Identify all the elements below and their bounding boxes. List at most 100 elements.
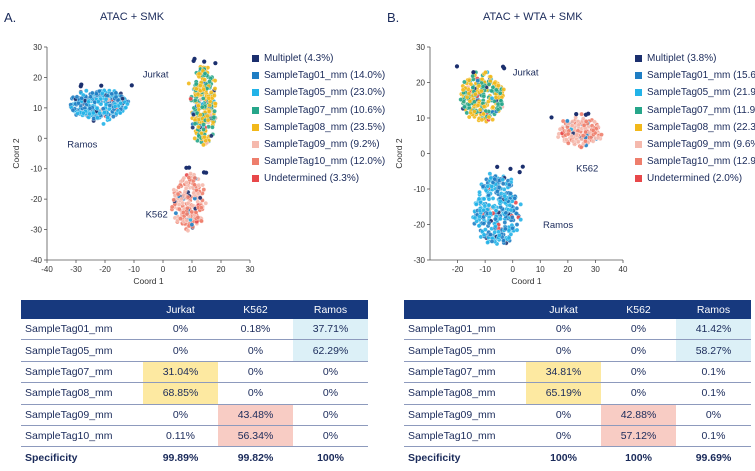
legend-item: SampleTag09_mm (9.6%) [635,136,755,153]
data-point [184,218,190,223]
legend-swatch [252,106,259,114]
data-point [109,91,115,97]
panel-label: B. [387,10,400,25]
data-point [87,111,92,117]
data-point [512,196,517,201]
legend-swatch [635,55,642,63]
table-cell: 0.1% [676,425,751,448]
cluster-label: Ramos [67,139,97,150]
data-point [185,228,191,233]
data-point [578,144,584,150]
data-point [489,239,495,244]
y-tick-label: 20 [416,79,425,88]
row-label: SampleTag10_mm [21,425,143,448]
data-point [565,131,571,137]
table-cell: 0.11% [143,425,218,448]
table-row: SampleTag01_mm 0% 0% 41.42% [404,319,751,341]
x-tick-label: -30 [70,265,82,274]
data-point [510,225,515,231]
data-point [198,83,203,88]
legend-label: SampleTag01_mm (14.0%) [264,70,386,82]
table-row: SampleTag09_mm 0% 43.48% 0% [21,404,368,426]
row-label: Specificity [408,451,461,464]
table-row: SampleTag05_mm 0% 0% 62.29% [21,339,368,362]
data-point [86,99,91,105]
chart-title: ATAC + WTA + SMK [483,11,583,23]
data-point [201,142,206,148]
y-tick-label: 0 [421,150,426,159]
legend-swatch [635,123,642,131]
data-point [117,110,123,116]
data-point [590,138,596,144]
data-point [90,90,95,96]
row-label: SampleTag08_mm [404,382,526,405]
data-point [569,133,574,139]
data-point [195,91,201,97]
legend-swatch [635,175,642,183]
data-point [201,96,206,101]
data-point [185,205,190,211]
table-cell: 58.27% [676,339,751,362]
data-point [574,131,580,137]
y-axis-label: Coord 2 [394,138,404,169]
legend-swatch [635,141,642,149]
row-label: SampleTag05_mm [21,339,143,362]
data-point [481,196,487,202]
data-point [189,222,195,227]
table-cell: 41.42% [676,319,751,341]
legend-item: SampleTag05_mm (21.9%) [635,84,755,101]
data-point [205,113,210,119]
data-point [95,115,100,120]
data-point [193,81,199,87]
data-point [500,64,506,69]
data-point [491,99,497,104]
data-point [475,78,480,83]
data-point [196,182,202,188]
data-point [492,80,498,86]
legend-swatch [635,106,642,114]
table-cell: 0% [601,361,676,384]
data-point [520,164,525,169]
legend-swatch [252,123,259,131]
data-point [490,204,496,210]
data-point [176,184,181,190]
data-point [194,86,199,92]
table-header: K562 [601,300,676,319]
cluster-label: Ramos [543,220,573,231]
legend-label: SampleTag10_mm (12.0%) [264,156,386,168]
row-label: SampleTag10_mm [404,425,526,448]
legend-label: Undetermined (3.3%) [264,173,360,185]
table-header: Jurkat [143,300,218,319]
data-point [111,114,116,119]
data-point [472,109,477,114]
data-point [200,104,205,110]
table-cell: 0% [143,404,218,426]
data-point [483,70,488,75]
legend-swatch [252,55,259,63]
data-point [75,111,80,116]
data-point [489,88,494,94]
data-point [518,217,523,222]
data-point [481,94,487,99]
table-cell: 43.48% [218,404,293,426]
table-header: Ramos [293,300,368,319]
panel-label: A. [4,10,17,25]
data-point [495,107,501,112]
data-point [500,177,506,183]
data-point [476,196,482,202]
legend-label: SampleTag08_mm (23.5%) [264,121,386,133]
data-point [458,97,463,102]
data-point [468,81,474,87]
data-point [492,230,497,235]
data-point [113,90,119,96]
legend-label: SampleTag07_mm (11.9%) [647,104,755,116]
data-point [207,103,212,108]
data-point [507,203,513,208]
data-point [191,58,196,64]
table-row: SampleTag09_mm 0% 42.88% 0% [404,404,751,426]
data-point [489,96,495,101]
legend-label: SampleTag10_mm (12.9%) [647,156,755,168]
specificity-row: Specificity 100% 100% 99.69% [404,447,751,468]
data-point [496,185,502,190]
table-cell: 0% [143,339,218,362]
